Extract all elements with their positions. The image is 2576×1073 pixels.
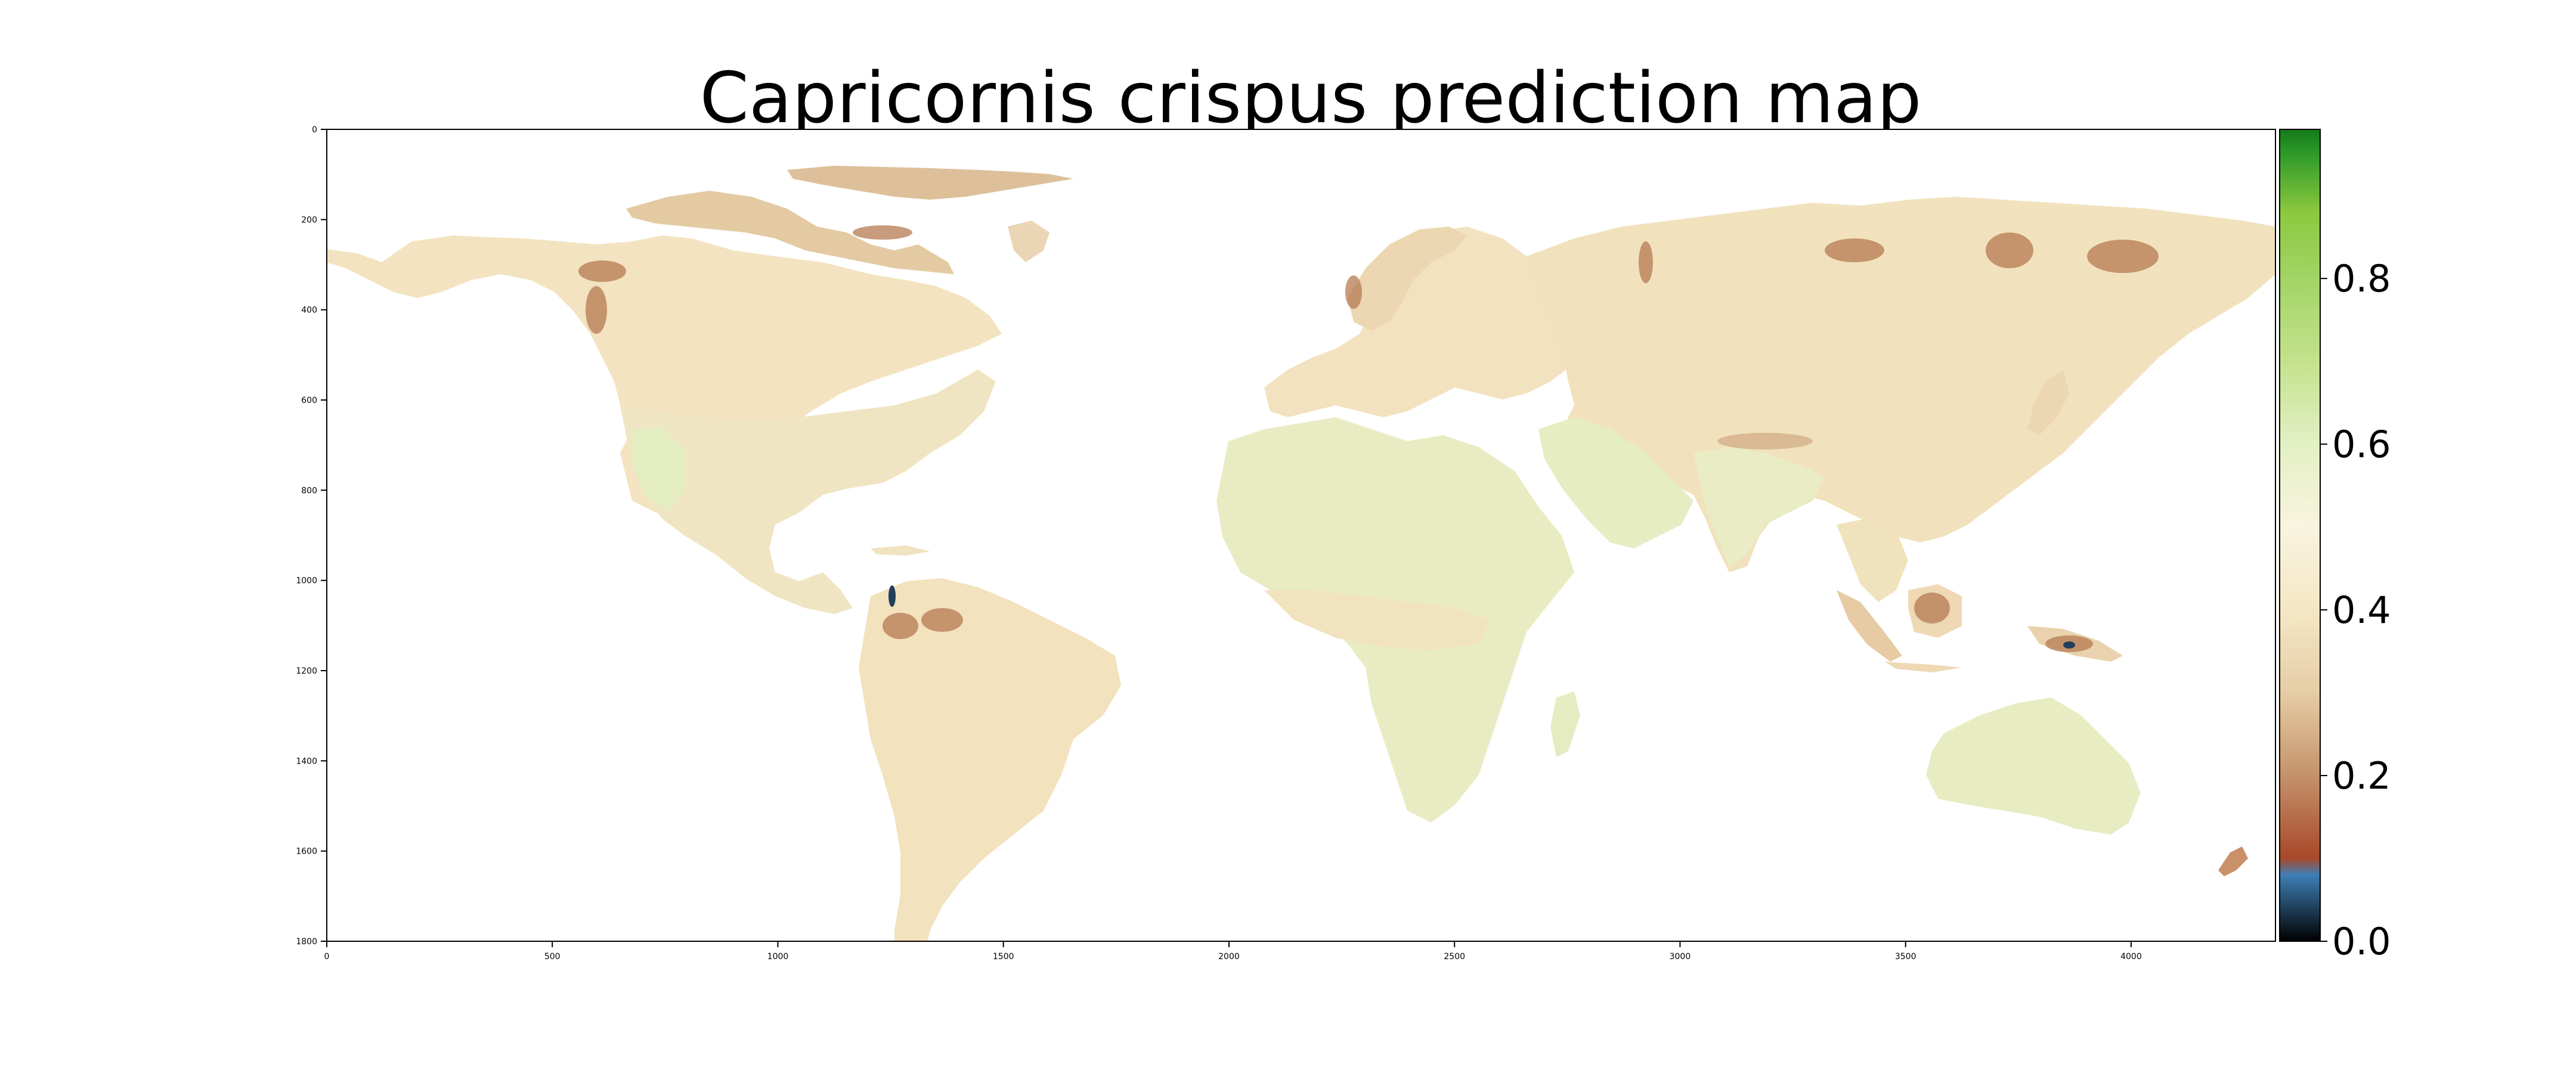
zone-rockies-north bbox=[586, 286, 607, 334]
y-tick-label: 1800 bbox=[296, 937, 317, 947]
landmass-japan bbox=[2027, 370, 2069, 435]
x-tick-label: 4000 bbox=[2120, 952, 2142, 962]
landmass-ellesmere bbox=[787, 166, 1073, 200]
map-title: Capricornis crispus prediction map bbox=[699, 57, 1922, 139]
x-tick-label: 2000 bbox=[1218, 952, 1240, 962]
zone-amazon-west bbox=[921, 608, 963, 632]
zone-andes-north bbox=[883, 613, 918, 639]
y-tick-label: 1600 bbox=[296, 847, 317, 857]
x-tick-label: 1000 bbox=[767, 952, 789, 962]
landmass-europe bbox=[1264, 227, 1574, 417]
zone-baffin bbox=[853, 225, 912, 240]
zone-patagonia bbox=[901, 963, 918, 1004]
landmass-usa-green bbox=[632, 426, 686, 513]
x-tick-label: 3500 bbox=[1895, 952, 1916, 962]
low-probability-zones bbox=[578, 225, 2159, 1004]
y-tick-label: 200 bbox=[301, 215, 317, 225]
zone-siberia-2 bbox=[1986, 232, 2033, 268]
landmass-arabia bbox=[1538, 417, 1693, 548]
colorbar-tick-label: 0.2 bbox=[2332, 754, 2391, 798]
landmasses bbox=[327, 166, 2275, 1004]
y-axis-ticks: 0 200 400 600 800 1000 1200 1400 1600 1800 bbox=[296, 125, 327, 947]
colorbar-tick-label: 0.6 bbox=[2332, 423, 2391, 466]
colorbar-ticks: 0.0 0.2 0.4 0.6 0.8 bbox=[2320, 257, 2391, 963]
y-tick-label: 0 bbox=[312, 125, 317, 135]
zone-himalaya bbox=[1717, 433, 1813, 449]
y-tick-label: 600 bbox=[301, 396, 317, 405]
zone-borneo bbox=[1914, 593, 1950, 624]
map-frame bbox=[326, 129, 2276, 942]
y-tick-label: 1200 bbox=[296, 666, 317, 676]
colorbar-tick-label: 0.4 bbox=[2332, 588, 2391, 632]
landmass-caribbean bbox=[871, 545, 930, 556]
x-tick-label: 500 bbox=[544, 952, 561, 962]
x-axis-ticks: 0 500 1000 1500 2000 2500 3000 3500 4000 bbox=[324, 941, 2142, 962]
zone-new-guinea-blue bbox=[2063, 641, 2075, 649]
y-tick-label: 800 bbox=[301, 486, 317, 495]
landmass-sumatra bbox=[1837, 590, 1902, 662]
zone-siberia-3 bbox=[2087, 240, 2159, 273]
landmass-usa bbox=[620, 370, 996, 614]
landmass-southeast-asia bbox=[1837, 519, 1908, 602]
landmass-arctic-islands bbox=[626, 191, 954, 274]
landmass-south-america bbox=[859, 578, 1121, 941]
landmass-africa-sahel bbox=[1264, 590, 1491, 650]
x-tick-label: 2500 bbox=[1444, 952, 1465, 962]
zone-urals bbox=[1639, 241, 1653, 283]
x-tick-label: 3000 bbox=[1670, 952, 1691, 962]
colorbar-tick-label: 0.0 bbox=[2332, 920, 2391, 963]
landmass-java bbox=[1884, 662, 1962, 672]
landmass-alaska-canada bbox=[327, 235, 1002, 513]
y-tick-label: 1400 bbox=[296, 756, 317, 766]
landmass-india bbox=[1693, 447, 1825, 566]
landmass-madagascar bbox=[1550, 691, 1580, 757]
zone-andes-blue bbox=[888, 585, 896, 607]
colorbar bbox=[2279, 129, 2321, 942]
y-tick-label: 400 bbox=[301, 306, 317, 315]
landmass-australia bbox=[1926, 697, 2141, 835]
x-tick-label: 0 bbox=[324, 952, 330, 962]
landmass-new-zealand bbox=[2218, 846, 2248, 876]
landmass-greenland-coast bbox=[1008, 221, 1049, 262]
zone-alaska-range bbox=[578, 261, 626, 282]
x-tick-label: 1500 bbox=[993, 952, 1014, 962]
landmass-scandinavia bbox=[1348, 227, 1467, 331]
zone-siberia-1 bbox=[1825, 238, 1884, 262]
colorbar-tick-label: 0.8 bbox=[2332, 257, 2391, 300]
zone-patagonia-blue bbox=[895, 993, 901, 1004]
y-tick-label: 1000 bbox=[296, 576, 317, 586]
very-low-probability-zones bbox=[888, 585, 2075, 1004]
zone-scandes bbox=[1345, 275, 1362, 309]
